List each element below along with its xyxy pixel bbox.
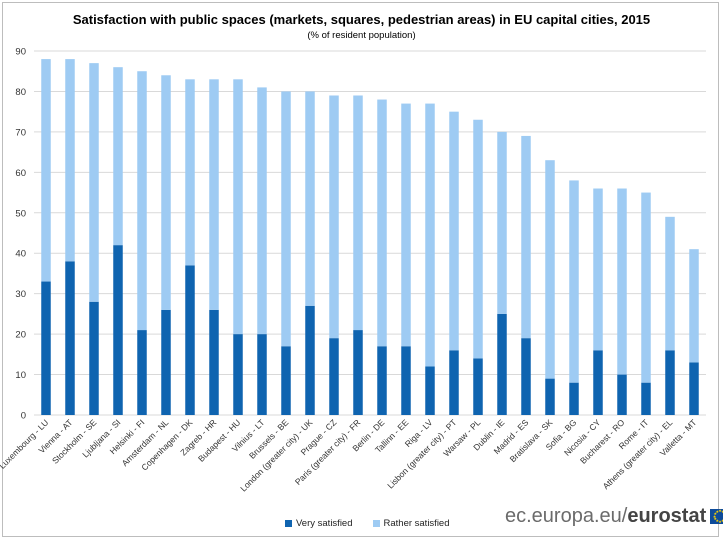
bar-rather-satisfied — [65, 59, 75, 262]
bars — [41, 59, 699, 415]
bar-very-satisfied — [65, 261, 75, 415]
y-tick-label: 40 — [15, 249, 26, 260]
y-tick-label: 60 — [15, 168, 26, 179]
bar-very-satisfied — [473, 358, 483, 415]
bar-very-satisfied — [593, 350, 603, 415]
bar-rather-satisfied — [473, 119, 483, 359]
legend-item-rather-satisfied: Rather satisfied — [372, 518, 450, 529]
y-tick-label: 0 — [21, 411, 26, 422]
flag-star-icon: ★ — [715, 519, 722, 524]
bar-very-satisfied — [305, 305, 315, 415]
bar-rather-satisfied — [593, 188, 603, 351]
bar-rather-satisfied — [353, 95, 363, 331]
y-axis-ticks: 0 10 20 30 40 50 60 70 80 90 — [15, 47, 26, 422]
bar-rather-satisfied — [569, 180, 579, 383]
gridlines — [34, 50, 706, 416]
bar-very-satisfied — [113, 245, 123, 415]
bar-very-satisfied — [185, 265, 195, 415]
y-tick-label: 90 — [15, 47, 26, 58]
bar-very-satisfied — [689, 362, 699, 415]
bar-very-satisfied — [521, 338, 531, 415]
y-tick-label: 80 — [15, 87, 26, 98]
legend-item-very-satisfied: Very satisfied — [285, 518, 353, 529]
bar-very-satisfied — [161, 309, 171, 415]
y-tick-label: 70 — [15, 127, 26, 138]
y-tick-label: 30 — [15, 289, 26, 300]
flag-star-icon: ★ — [713, 517, 720, 524]
flag-star-icon: ★ — [713, 509, 719, 516]
bar-very-satisfied — [281, 346, 291, 415]
bar-rather-satisfied — [401, 103, 411, 347]
bar-very-satisfied — [617, 374, 627, 415]
bar-rather-satisfied — [89, 63, 99, 302]
bar-very-satisfied — [449, 350, 459, 415]
bar-rather-satisfied — [185, 79, 195, 266]
bar-very-satisfied — [665, 350, 675, 415]
flag-star-icon: ★ — [718, 508, 723, 513]
bar-very-satisfied — [137, 330, 147, 415]
legend: Very satisfied Rather satisfied — [285, 518, 450, 529]
bar-very-satisfied — [89, 301, 99, 415]
eu-flag-icon: ★★★★★★★★★★★★ — [710, 509, 723, 524]
bar-very-satisfied — [329, 338, 339, 415]
bar-very-satisfied — [377, 346, 387, 415]
legend-swatch-very-satisfied — [285, 520, 292, 527]
bar-rather-satisfied — [41, 59, 51, 282]
bar-very-satisfied — [209, 309, 219, 415]
bar-rather-satisfied — [281, 91, 291, 347]
bar-rather-satisfied — [617, 188, 627, 375]
bar-rather-satisfied — [257, 87, 267, 335]
chart-subtitle: (% of resident population) — [307, 30, 416, 41]
bar-very-satisfied — [41, 281, 51, 415]
bar-very-satisfied — [569, 382, 579, 415]
brand-url: ec.europa.eu — [505, 505, 622, 527]
eurostat-brand: ec.europa.eu/eurostat ★★★★★★★★★★★★ — [505, 505, 723, 528]
bar-rather-satisfied — [233, 79, 243, 335]
bar-rather-satisfied — [137, 71, 147, 331]
bar-rather-satisfied — [425, 103, 435, 367]
bar-rather-satisfied — [209, 79, 219, 310]
bar-rather-satisfied — [161, 75, 171, 310]
y-tick-label: 10 — [15, 370, 26, 381]
flag-star-icon: ★ — [718, 518, 723, 524]
chart-title: Satisfaction with public spaces (markets… — [72, 12, 651, 27]
bar-very-satisfied — [425, 366, 435, 415]
bar-rather-satisfied — [545, 160, 555, 379]
bar-rather-satisfied — [329, 95, 339, 339]
bar-rather-satisfied — [689, 249, 699, 363]
brand-name: eurostat — [627, 505, 707, 527]
bar-rather-satisfied — [449, 111, 459, 351]
y-tick-label: 20 — [15, 330, 26, 341]
bar-rather-satisfied — [497, 131, 507, 314]
flag-star-icon: ★ — [713, 514, 718, 522]
flag-star-icon: ★ — [712, 511, 717, 519]
legend-label-very-satisfied: Very satisfied — [296, 518, 353, 529]
y-tick-label: 50 — [15, 208, 26, 219]
flag-star-icon: ★ — [715, 508, 722, 514]
legend-label-rather-satisfied: Rather satisfied — [383, 518, 450, 529]
bar-very-satisfied — [353, 330, 363, 415]
bar-rather-satisfied — [641, 192, 651, 383]
bar-very-satisfied — [497, 313, 507, 415]
bar-rather-satisfied — [305, 91, 315, 306]
bar-very-satisfied — [257, 334, 267, 415]
bar-very-satisfied — [545, 378, 555, 415]
bar-very-satisfied — [401, 346, 411, 415]
legend-swatch-rather-satisfied — [372, 520, 380, 527]
flag-star-icon: ★ — [721, 519, 723, 523]
bar-very-satisfied — [233, 334, 243, 415]
bar-rather-satisfied — [521, 135, 531, 339]
bar-rather-satisfied — [377, 99, 387, 347]
brand-separator: / — [621, 505, 628, 527]
bar-rather-satisfied — [665, 216, 675, 351]
bar-rather-satisfied — [113, 67, 123, 246]
bar-very-satisfied — [641, 382, 651, 415]
